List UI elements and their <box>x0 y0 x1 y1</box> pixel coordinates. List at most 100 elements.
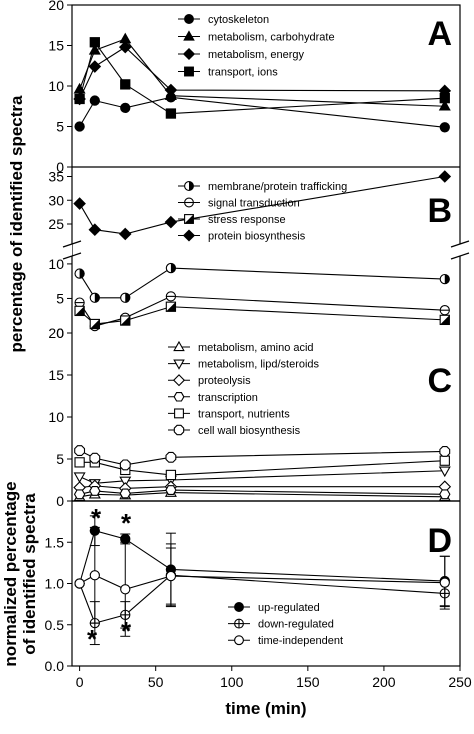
data-point <box>73 197 86 210</box>
marker-shape <box>73 197 86 210</box>
data-point <box>89 570 100 581</box>
legend-marker <box>173 359 185 370</box>
data-point <box>439 577 450 588</box>
marker-shape <box>438 170 452 183</box>
marker-shape <box>184 66 194 77</box>
data-point <box>439 122 450 133</box>
y-tick-label: 15 <box>48 367 64 383</box>
data-point <box>165 485 177 496</box>
axis-break-mark <box>62 252 82 260</box>
x-tick-label: 50 <box>148 674 164 690</box>
data-point <box>438 99 451 111</box>
marker-shape <box>439 446 451 457</box>
data-point <box>439 314 450 326</box>
data-point <box>165 108 177 119</box>
y-tick-label: 5 <box>56 119 64 135</box>
x-axis-label: time (min) <box>225 699 306 718</box>
legend-marker <box>173 340 185 352</box>
legend-marker <box>184 214 194 224</box>
marker-shape <box>172 374 186 387</box>
marker-shape <box>89 452 101 464</box>
data-point <box>119 488 131 499</box>
data-point <box>439 455 450 466</box>
y-axis-label-lower: of identified spectra <box>20 493 39 655</box>
marker-shape <box>119 476 132 488</box>
marker-shape <box>184 14 194 24</box>
marker-shape <box>173 359 185 370</box>
axis-break-mask <box>58 244 72 256</box>
data-point <box>88 223 102 236</box>
marker-shape <box>440 315 450 325</box>
legend-marker <box>234 618 244 629</box>
marker-shape <box>119 459 131 471</box>
x-tick-label: 0 <box>76 674 84 690</box>
legend-label: transport, ions <box>208 67 278 79</box>
marker-shape <box>74 578 85 589</box>
marker-shape <box>164 215 178 229</box>
legend-marker <box>184 197 194 208</box>
legend-label: transcription <box>198 392 258 404</box>
marker-shape <box>120 102 131 114</box>
legend-label: cytoskeleton <box>208 14 269 26</box>
data-point <box>73 489 86 500</box>
data-point <box>89 485 101 496</box>
data-point <box>74 268 85 279</box>
series-line <box>79 96 445 128</box>
y-tick-label: 0 <box>56 325 64 341</box>
marker-shape <box>439 93 450 104</box>
marker-shape <box>165 485 177 496</box>
axis-break-mark <box>62 240 82 248</box>
legend-label: stress response <box>208 214 286 226</box>
data-point <box>165 469 177 481</box>
legend-marker <box>173 392 185 402</box>
marker-shape <box>173 424 185 436</box>
x-tick-label: 200 <box>372 674 396 690</box>
legend-marker <box>182 47 196 61</box>
data-point <box>88 60 102 73</box>
y-tick-label: 0.0 <box>45 658 65 674</box>
data-point <box>120 79 131 90</box>
marker-shape <box>182 229 196 242</box>
data-point <box>119 476 132 488</box>
marker-shape <box>439 122 450 133</box>
marker-shape <box>174 408 184 419</box>
data-point <box>164 83 178 97</box>
marker-shape <box>89 570 100 581</box>
y-tick-label: 0 <box>56 159 64 175</box>
significance-star: * <box>87 624 98 654</box>
marker-shape <box>438 466 451 478</box>
data-point <box>118 40 132 54</box>
legend-label: metabolism, amino acid <box>198 342 314 354</box>
data-point <box>165 451 177 463</box>
series-line <box>79 267 445 299</box>
legend-marker <box>234 602 244 612</box>
marker-shape <box>444 274 450 284</box>
data-point <box>73 472 86 484</box>
data-point <box>438 466 451 478</box>
marker-shape <box>439 577 450 588</box>
marker-shape <box>120 584 131 595</box>
marker-shape <box>173 340 185 352</box>
data-point <box>89 318 100 330</box>
legend-marker <box>173 424 185 436</box>
y-tick-label: 10 <box>48 256 64 272</box>
data-point <box>118 227 132 241</box>
y-tick-label: 0 <box>56 493 64 509</box>
marker-shape <box>74 445 86 457</box>
data-point <box>74 93 85 105</box>
data-point <box>439 273 450 285</box>
data-point <box>89 95 100 106</box>
data-point <box>120 102 131 114</box>
data-point <box>164 215 178 229</box>
marker-shape <box>234 635 244 646</box>
data-marks <box>73 32 452 646</box>
legend-marker <box>184 181 194 191</box>
data-point <box>439 93 450 104</box>
series-line <box>79 574 445 590</box>
legend-label: cell wall biosynthesis <box>198 425 301 437</box>
y-tick-label: 25 <box>48 216 64 232</box>
series-line <box>79 306 445 325</box>
marker-shape <box>125 293 130 303</box>
